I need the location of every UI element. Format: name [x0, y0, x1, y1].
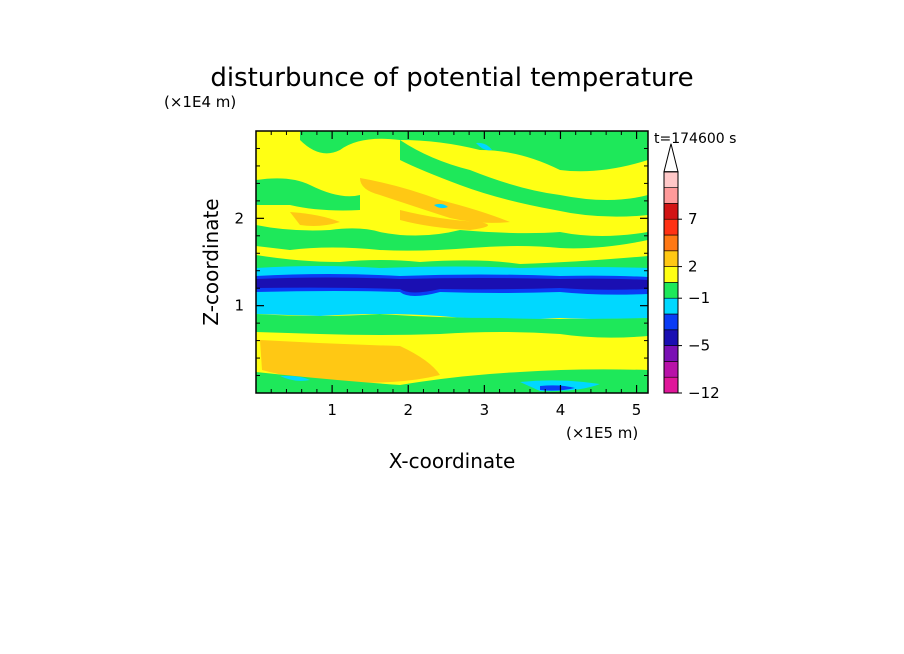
x-tick-label: 4: [556, 401, 566, 419]
colorbar-label: −12: [688, 384, 720, 402]
contour-band: [256, 277, 648, 293]
x-tick-label: 3: [480, 401, 490, 419]
colorbar-segment: [663, 203, 679, 220]
time-label: t=174600 s: [654, 131, 736, 147]
contour-band: [434, 203, 448, 209]
colorbar: 7 2 −1 −5 −12: [663, 143, 720, 402]
contour-band: [290, 212, 340, 226]
colorbar-segment: [663, 218, 679, 236]
plot-frame: [255, 130, 649, 394]
colorbar-segment: [663, 297, 679, 315]
y-tick-label: 1: [234, 297, 244, 315]
x-tick-label: 5: [632, 401, 642, 419]
y-unit-label: (×1E4 m): [164, 93, 236, 111]
colorbar-segment: [663, 345, 679, 362]
colorbar-label: 2: [688, 258, 698, 276]
colorbar-segment: [663, 250, 679, 267]
colorbar-segment: [663, 234, 679, 252]
colorbar-label: −1: [688, 289, 710, 307]
x-tick-label: 2: [403, 401, 413, 419]
chart-title: disturbunce of potential temperature: [210, 63, 693, 93]
x-unit-label: (×1E5 m): [566, 424, 638, 442]
colorbar-segment: [663, 187, 679, 204]
colorbar-segment: [663, 266, 679, 283]
contour-band: [256, 225, 648, 251]
colorbar-segment: [663, 313, 679, 331]
contour-band: [360, 178, 510, 223]
colorbar-frame: [663, 171, 679, 394]
y-tick-label: 2: [234, 209, 244, 227]
contour-band: [256, 314, 648, 338]
contour-band: [256, 178, 360, 211]
colorbar-segment: [663, 329, 679, 346]
colorbar-segment: [663, 282, 679, 299]
y-axis-label: Z-coordinate: [199, 198, 223, 325]
colorbar-label: 7: [688, 210, 698, 228]
contour-band: [260, 340, 440, 383]
contour-band: [400, 140, 648, 217]
contour-band: [256, 255, 648, 270]
y-axis: 12: [234, 147, 648, 377]
contour-band: [400, 210, 488, 230]
colorbar-segment: [663, 361, 679, 378]
contour-band: [300, 131, 648, 172]
colorbar-extend-arrow: [663, 143, 679, 173]
colorbar-segment: [663, 376, 679, 394]
x-axis: 1 2 3 4 5: [270, 131, 642, 419]
x-tick-label: 1: [327, 401, 337, 419]
x-axis-label: X-coordinate: [389, 449, 516, 473]
colorbar-segment: [663, 171, 679, 188]
contour-band: [280, 375, 310, 381]
contour-field: [256, 131, 648, 393]
contour-band: [540, 385, 575, 391]
colorbar-label: −5: [688, 337, 710, 355]
contour-band: [476, 142, 492, 151]
